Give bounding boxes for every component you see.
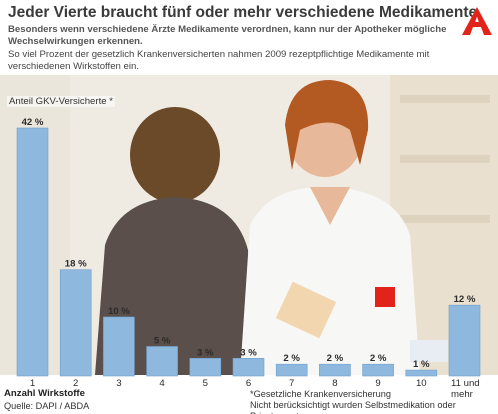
tick-label-6: 6 [246,378,251,389]
apotheke-a-icon [462,7,492,35]
tick-label-10: 10 [416,378,427,389]
tick-label-5: 5 [203,378,208,389]
pharmacy-photo-illustration [0,75,498,375]
footnote-line-2: Nicht berücksichtigt wurden Selbstmedika… [250,400,456,414]
footnote: *Gesetzliche Krankenversicherung Nicht b… [250,389,498,414]
chart-title: Jeder Vierte braucht fünf oder mehr vers… [8,4,478,21]
tick-label-4: 4 [159,378,165,389]
tick-label-9: 9 [375,378,380,389]
source-note: Quelle: DAPI / ABDA [4,401,90,411]
chart-description: So viel Prozent der gesetzlich Krankenve… [8,49,430,72]
tick-label-8: 8 [332,378,337,389]
y-axis-label: Anteil GKV-Versicherte * [7,96,115,107]
tick-label-7: 7 [289,378,294,389]
x-axis-label: Anzahl Wirkstoffe [4,388,85,399]
pharmacy-photo [0,75,498,375]
footnote-line-1: *Gesetzliche Krankenversicherung [250,389,391,399]
tick-label-3: 3 [116,378,121,389]
chart-subtitle: Besonders wenn verschiedene Ärzte Medika… [8,24,447,47]
